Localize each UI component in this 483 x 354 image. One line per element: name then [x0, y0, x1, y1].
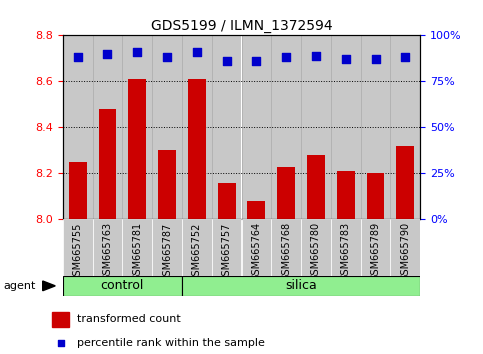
Bar [99, 109, 116, 219]
Bar [242, 219, 271, 276]
Bar [158, 150, 176, 219]
Text: GSM665764: GSM665764 [251, 222, 261, 281]
Bar [397, 146, 414, 219]
Bar [301, 35, 331, 219]
Bar [307, 155, 325, 219]
Text: GSM665780: GSM665780 [311, 222, 321, 281]
Bar [188, 79, 206, 219]
Point [223, 58, 230, 64]
Text: percentile rank within the sample: percentile rank within the sample [77, 338, 265, 348]
Point [57, 340, 65, 346]
Text: GSM665755: GSM665755 [72, 222, 83, 282]
Bar [390, 35, 420, 219]
Polygon shape [43, 281, 55, 291]
Bar [93, 35, 122, 219]
Point [104, 51, 112, 57]
Bar [331, 35, 361, 219]
Bar [247, 201, 265, 219]
Bar [390, 219, 420, 276]
Point [372, 57, 380, 62]
Text: transformed count: transformed count [77, 314, 181, 324]
Bar [63, 219, 93, 276]
Bar [53, 312, 69, 327]
Bar [367, 173, 384, 219]
Bar [212, 35, 242, 219]
Bar [152, 35, 182, 219]
Title: GDS5199 / ILMN_1372594: GDS5199 / ILMN_1372594 [151, 19, 332, 33]
Point [282, 55, 290, 60]
Bar [218, 183, 236, 219]
Text: agent: agent [3, 281, 36, 291]
Point [163, 55, 171, 60]
Point [401, 55, 409, 60]
Text: GSM665763: GSM665763 [102, 222, 113, 281]
Bar [212, 219, 242, 276]
Bar [271, 35, 301, 219]
Point [342, 57, 350, 62]
Point [74, 55, 82, 60]
Point [133, 49, 141, 55]
Bar [277, 166, 295, 219]
Bar [128, 79, 146, 219]
Text: GSM665790: GSM665790 [400, 222, 411, 281]
Bar [361, 219, 390, 276]
Text: control: control [100, 279, 144, 292]
Bar [122, 35, 152, 219]
Bar [361, 35, 390, 219]
Bar [122, 219, 152, 276]
Bar [182, 276, 420, 296]
Text: GSM665783: GSM665783 [341, 222, 351, 281]
Bar [271, 219, 301, 276]
Point [312, 53, 320, 58]
Bar [242, 35, 271, 219]
Bar [63, 35, 93, 219]
Text: GSM665757: GSM665757 [222, 222, 232, 282]
Bar [63, 276, 182, 296]
Bar [337, 171, 355, 219]
Bar [69, 162, 86, 219]
Bar [93, 219, 122, 276]
Point [253, 58, 260, 64]
Bar [182, 219, 212, 276]
Bar [331, 219, 361, 276]
Text: GSM665781: GSM665781 [132, 222, 142, 281]
Text: GSM665752: GSM665752 [192, 222, 202, 282]
Point [193, 49, 201, 55]
Text: GSM665768: GSM665768 [281, 222, 291, 281]
Text: silica: silica [285, 279, 317, 292]
Bar [301, 219, 331, 276]
Text: GSM665787: GSM665787 [162, 222, 172, 281]
Bar [182, 35, 212, 219]
Bar [152, 219, 182, 276]
Text: GSM665789: GSM665789 [370, 222, 381, 281]
